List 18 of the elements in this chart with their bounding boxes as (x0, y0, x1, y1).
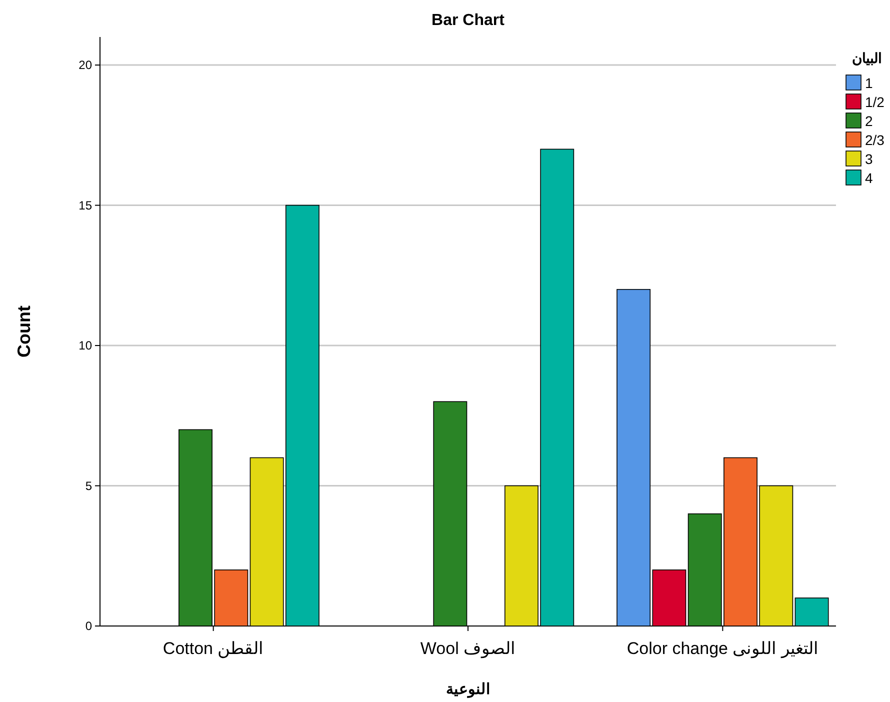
y-tick-label: 15 (78, 198, 92, 212)
legend-label: 1/2 (865, 94, 885, 110)
x-tick-label: Color change التغير اللونى (626, 639, 818, 659)
legend-label: 3 (865, 150, 873, 167)
y-axis-title: Count (14, 306, 34, 358)
x-tick-label: Cotton القطن (162, 639, 264, 659)
x-axis-title: النوعية (446, 681, 490, 698)
chart-title: Bar Chart (432, 12, 506, 29)
y-tick-label: 5 (85, 478, 92, 493)
y-tick-label: 10 (78, 338, 92, 353)
legend-title: البيان (852, 50, 882, 66)
legend-label: 4 (865, 170, 873, 186)
x-tick-label: Wool الصوف (420, 639, 516, 659)
legend-label: 1 (865, 74, 873, 91)
y-tick-label: 0 (85, 619, 92, 634)
legend-label: 2/3 (865, 132, 885, 148)
legend-label: 2 (865, 112, 873, 129)
y-tick-label: 20 (78, 58, 92, 72)
